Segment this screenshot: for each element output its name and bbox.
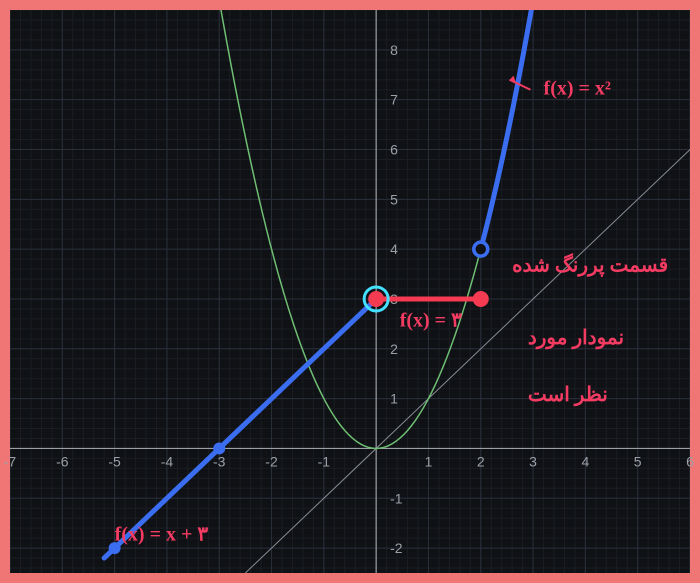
- red-closed-point: [368, 291, 384, 307]
- y-tick-label: 7: [390, 92, 398, 108]
- y-tick-label: 6: [390, 142, 398, 158]
- x-tick-label: -1: [318, 453, 331, 469]
- y-tick-label: 4: [390, 241, 398, 257]
- x-tick-label: -4: [161, 453, 174, 469]
- x-tick-label: 5: [634, 453, 642, 469]
- x-tick-label: -6: [56, 453, 69, 469]
- x-tick-label: -5: [108, 453, 121, 469]
- annotation-line3: نظر است: [528, 384, 608, 407]
- open-point: [474, 242, 488, 256]
- x-tick-label: 2: [477, 453, 485, 469]
- x-tick-label: -7: [4, 453, 17, 469]
- annotation-fx_eq_xsq: f(x) = x²: [544, 78, 611, 100]
- annotation-fx_eq_x_plus_3: f(x) = x + ۳: [115, 524, 209, 546]
- y-tick-label: -1: [390, 490, 403, 506]
- x-tick-label: 3: [529, 453, 537, 469]
- y-tick-label: 5: [390, 191, 398, 207]
- x-tick-label: 1: [425, 453, 433, 469]
- y-tick-label: 2: [390, 341, 398, 357]
- y-tick-label: 8: [390, 42, 398, 58]
- y-tick-label: -2: [390, 540, 403, 556]
- annotation-line1: قسمت پررنگ شده: [512, 253, 668, 278]
- x-tick-label: 6: [686, 453, 694, 469]
- annotation-line2: نمودار مورد: [528, 327, 624, 350]
- x-tick-label: -2: [265, 453, 278, 469]
- chart-frame: -7-6-5-4-3-2-1123456-2-112345678f(x) = x…: [0, 0, 700, 583]
- y-tick-label: 1: [390, 391, 398, 407]
- annotation-fx_eq_3: f(x) = ۳: [400, 309, 462, 331]
- x-tick-label: 4: [581, 453, 589, 469]
- red-closed-point: [473, 291, 489, 307]
- piecewise-function-chart: -7-6-5-4-3-2-1123456-2-112345678f(x) = x…: [0, 0, 700, 583]
- blue-point: [213, 442, 225, 454]
